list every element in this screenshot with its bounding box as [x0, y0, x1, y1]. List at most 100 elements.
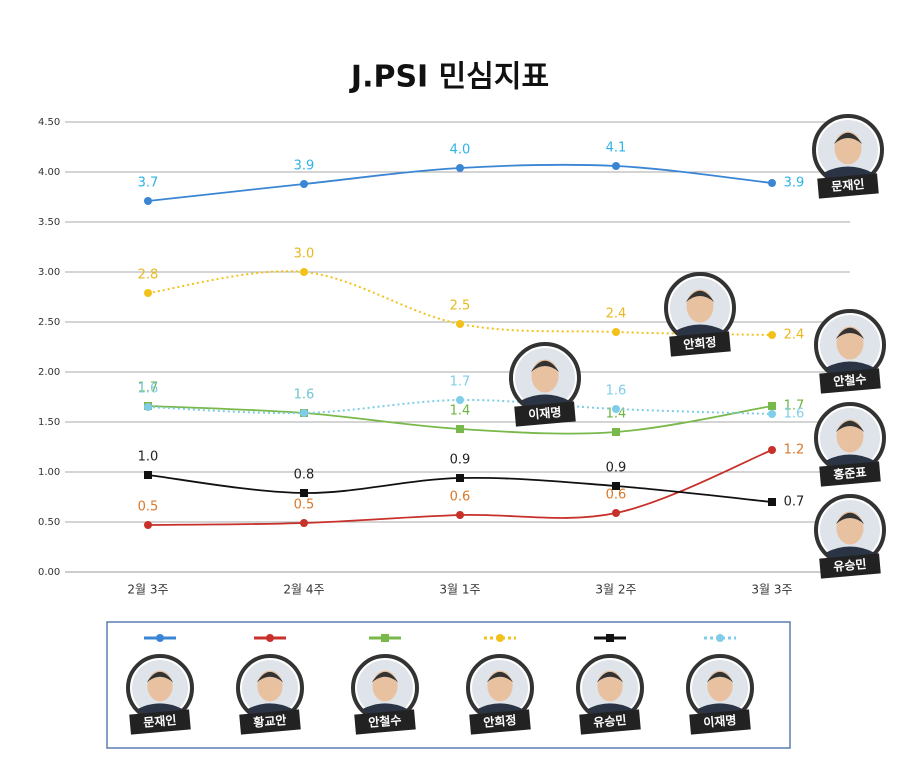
marker: [612, 328, 620, 336]
name-tag: [354, 709, 416, 735]
marker: [612, 509, 620, 517]
portrait-hair: [530, 360, 560, 372]
marker: [156, 634, 164, 642]
value-label: 1.7: [450, 375, 471, 390]
marker: [300, 180, 308, 188]
portrait-face: [836, 326, 864, 360]
marker: [612, 428, 620, 436]
portrait-face: [836, 419, 864, 453]
portrait-face: [147, 670, 173, 702]
y-tick-label: 2.50: [38, 317, 60, 328]
name-tag: [689, 709, 751, 735]
marker: [381, 634, 389, 642]
value-label: 1.7: [138, 381, 159, 396]
marker: [300, 489, 308, 497]
y-tick-label: 0.50: [38, 517, 60, 528]
marker: [612, 162, 620, 170]
marker: [144, 521, 152, 529]
value-label: 1.6: [606, 384, 627, 399]
marker: [144, 289, 152, 297]
x-tick-label: 3월 3주: [751, 583, 792, 597]
marker: [612, 405, 620, 413]
value-label: 1.4: [606, 407, 627, 422]
portrait-hair: [256, 671, 284, 683]
portrait-face: [531, 359, 559, 393]
value-label: 0.5: [138, 500, 159, 515]
value-label: 3.9: [784, 176, 805, 191]
value-label: 1.0: [138, 450, 159, 465]
name-label: 홍준표: [833, 464, 867, 482]
value-label: 1.4: [450, 404, 471, 419]
name-tag: [129, 709, 191, 735]
marker: [456, 511, 464, 519]
portrait-face: [836, 511, 864, 545]
name-label: 이재명: [703, 712, 737, 730]
value-label: 3.7: [138, 176, 159, 191]
y-tick-label: 3.50: [38, 217, 60, 228]
x-tick-label: 2월 4주: [283, 583, 324, 597]
portrait-hair: [835, 420, 865, 432]
x-tick-label: 3월 2주: [595, 583, 636, 597]
value-label: 0.7: [784, 495, 805, 510]
name-tag: [239, 709, 301, 735]
marker: [456, 474, 464, 482]
name-label: 이재명: [528, 404, 562, 422]
portrait-hair: [835, 512, 865, 524]
value-label: 1.6: [294, 388, 315, 403]
value-label: 2.4: [784, 328, 805, 343]
y-tick-label: 1.50: [38, 417, 60, 428]
name-label: 안철수: [833, 371, 867, 389]
marker: [456, 320, 464, 328]
marker: [144, 403, 152, 411]
name-tag: [579, 709, 641, 735]
marker: [300, 409, 308, 417]
marker: [768, 179, 776, 187]
marker: [612, 482, 620, 490]
marker: [496, 634, 504, 642]
portrait-hair: [685, 290, 715, 302]
name-tag: [469, 709, 531, 735]
y-tick-label: 0.00: [38, 567, 60, 578]
marker: [144, 197, 152, 205]
marker: [300, 268, 308, 276]
marker: [606, 634, 614, 642]
marker: [456, 164, 464, 172]
value-label: 2.8: [138, 268, 159, 283]
portrait-hair: [486, 671, 514, 683]
name-tag: [819, 553, 881, 579]
value-label: 0.5: [294, 498, 315, 513]
marker: [144, 471, 152, 479]
value-label: 1.6: [294, 388, 315, 403]
value-label: 2.4: [606, 307, 627, 322]
name-label: 유승민: [593, 712, 627, 730]
name-tag: [514, 401, 576, 427]
portrait-face: [834, 131, 862, 165]
marker: [768, 446, 776, 454]
value-label: 4.1: [606, 141, 627, 156]
portrait-hair: [146, 671, 174, 683]
marker: [716, 634, 724, 642]
portrait-face: [487, 670, 513, 702]
name-label: 안희정: [483, 712, 517, 730]
portrait-hair: [596, 671, 624, 683]
chart-title: J.PSI 민심지표: [349, 60, 549, 95]
marker: [768, 402, 776, 410]
name-tag: [819, 368, 881, 394]
name-label: 황교안: [253, 712, 287, 730]
x-tick-label: 2월 3주: [127, 583, 168, 597]
y-tick-label: 4.50: [38, 117, 60, 128]
value-label: 0.9: [606, 461, 627, 476]
marker: [768, 331, 776, 339]
portrait-face: [597, 670, 623, 702]
marker: [768, 410, 776, 418]
name-tag: [819, 461, 881, 487]
name-tag: [669, 331, 731, 357]
portrait-hair: [371, 671, 399, 683]
value-label: 1.6: [138, 382, 159, 397]
y-tick-label: 4.00: [38, 167, 60, 178]
portrait-face: [707, 670, 733, 702]
x-tick-label: 3월 1주: [439, 583, 480, 597]
portrait-face: [372, 670, 398, 702]
name-label: 안희정: [683, 334, 717, 352]
